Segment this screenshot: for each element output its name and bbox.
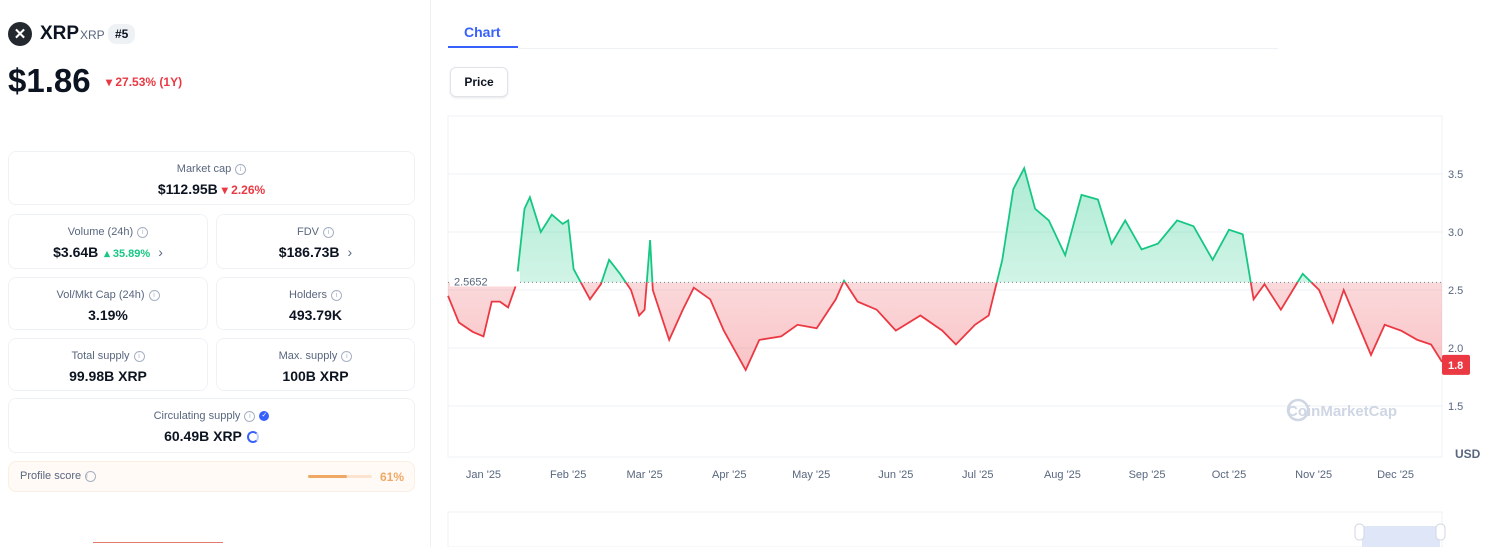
max-supply-card: Max. supply i 100B XRP xyxy=(216,338,415,391)
value: $112.95B xyxy=(157,181,218,197)
coinmarketcap-logo-icon xyxy=(1286,398,1310,422)
watermark: CoinMarketCap xyxy=(1287,403,1397,420)
y-tick-label: 1.5 xyxy=(1448,401,1463,413)
x-tick-label: Mar '25 xyxy=(626,469,662,481)
tab-active-indicator xyxy=(448,46,518,48)
coin-sidebar: ✕ XRP XRP #5 $1.86 ▾ 27.53% (1Y) Market … xyxy=(0,0,431,547)
label: Circulating supply xyxy=(153,410,241,422)
holders-card: Holders i 493.79K xyxy=(216,277,415,330)
coin-name: XRP xyxy=(40,23,80,44)
x-tick-label: Feb '25 xyxy=(550,469,586,481)
volume-card[interactable]: Volume (24h) i $3.64B ▴ 35.89% › xyxy=(8,214,208,269)
area-below-baseline xyxy=(448,282,1442,370)
verified-icon: ✓ xyxy=(259,411,270,422)
current-price-tag xyxy=(1442,354,1470,375)
value: 100B XRP xyxy=(282,368,349,384)
x-tick-label: Aug '25 xyxy=(1044,469,1081,481)
baseline-label-bg xyxy=(450,271,520,287)
price-toggle-button[interactable]: Price xyxy=(450,67,508,97)
info-icon[interactable]: i xyxy=(235,163,247,175)
info-icon[interactable]: i xyxy=(323,226,334,238)
label: Profile score xyxy=(20,470,82,482)
y-tick-label: 3.5 xyxy=(1448,169,1463,181)
area-above-baseline xyxy=(516,168,1312,283)
circulating-supply-card: Circulating supply i ✓ 60.49B XRP xyxy=(8,398,415,453)
baseline-label: 2.5652 xyxy=(454,276,488,288)
total-supply-card: Total supply i 99.98B XRP xyxy=(8,338,208,391)
info-icon[interactable]: i xyxy=(330,289,342,301)
value: $3.64B xyxy=(53,244,99,260)
range-handle-left[interactable] xyxy=(1354,523,1365,541)
x-tick-label: Apr '25 xyxy=(712,469,747,481)
current-price-label: 1.8 xyxy=(1448,360,1463,372)
x-tick-label: Jan '25 xyxy=(466,469,501,481)
info-icon[interactable]: i xyxy=(85,470,97,482)
change-text: 2.26% xyxy=(231,183,266,197)
info-icon[interactable]: i xyxy=(133,350,145,362)
label: Holders xyxy=(289,289,327,301)
price-line-down xyxy=(447,282,1443,373)
profile-score-fill xyxy=(308,475,348,478)
label: FDV xyxy=(297,226,319,238)
label: Max. supply xyxy=(278,350,338,362)
info-icon[interactable]: i xyxy=(148,289,160,301)
x-tick-label: May '25 xyxy=(792,469,830,481)
chevron-right-icon[interactable]: › xyxy=(347,244,353,260)
value: $186.73B xyxy=(278,244,340,260)
coin-symbol: XRP xyxy=(80,28,105,42)
x-tick-label: Oct '25 xyxy=(1212,469,1247,481)
x-tick-label: Sep '25 xyxy=(1129,469,1166,481)
profile-score-track xyxy=(308,475,372,478)
market-cap-card: Market cap i $112.95B ▾ 2.26% xyxy=(8,151,415,205)
info-icon[interactable]: i xyxy=(137,226,149,238)
value: 3.19% xyxy=(88,307,128,323)
x-tick-label: Jul '25 xyxy=(962,469,993,481)
value: 99.98B XRP xyxy=(69,368,147,384)
chevron-right-icon[interactable]: › xyxy=(158,244,163,260)
currency-label: USD xyxy=(1455,447,1481,461)
tab-divider xyxy=(518,48,1278,49)
info-icon[interactable]: i xyxy=(244,410,256,422)
fdv-card[interactable]: FDV i $186.73B › xyxy=(216,214,415,269)
value: 493.79K xyxy=(289,307,342,323)
supply-ring-icon xyxy=(246,431,259,444)
y-tick-label: 2.5 xyxy=(1448,285,1463,297)
x-tick-label: Dec '25 xyxy=(1377,469,1414,481)
xrp-logo-icon: ✕ xyxy=(8,22,32,46)
caret-down-icon: ▾ xyxy=(106,75,116,89)
coin-price: $1.86 xyxy=(8,62,91,99)
price-change: ▾ 27.53% (1Y) xyxy=(106,75,183,89)
label: Total supply xyxy=(71,350,130,362)
divider xyxy=(93,542,223,543)
range-handle-right[interactable] xyxy=(1435,523,1446,541)
range-navigator[interactable] xyxy=(447,511,1446,547)
profile-score-label: Profile score i xyxy=(20,470,97,482)
y-tick-label: 3.0 xyxy=(1448,227,1463,239)
label: Vol/Mkt Cap (24h) xyxy=(56,289,145,301)
market-cap-change: ▾ 2.26% xyxy=(221,183,266,197)
value: 60.49B XRP xyxy=(164,428,242,444)
profile-score-bar[interactable]: Profile score i 61% xyxy=(8,461,415,492)
range-selection[interactable] xyxy=(1362,526,1440,547)
x-tick-label: Nov '25 xyxy=(1295,469,1332,481)
x-tick-label: Jun '25 xyxy=(878,469,913,481)
change-text: 35.89% xyxy=(112,248,151,260)
tab-chart[interactable]: Chart xyxy=(464,24,501,40)
price-line-up xyxy=(515,165,1313,283)
info-icon[interactable]: i xyxy=(341,350,353,362)
profile-score-value: 61% xyxy=(380,470,405,484)
rank-badge: #5 xyxy=(108,24,136,44)
volume-change: ▴ 35.89% xyxy=(104,248,151,260)
vol-mkt-cap-card: Vol/Mkt Cap (24h) i 3.19% xyxy=(8,277,208,330)
label: Market cap xyxy=(176,163,232,175)
y-tick-label: 2.0 xyxy=(1448,343,1463,355)
label: Volume (24h) xyxy=(67,226,134,238)
